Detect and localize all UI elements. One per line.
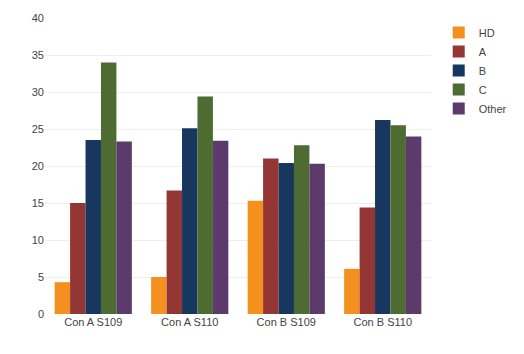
svg-text:30: 30 — [32, 86, 44, 98]
svg-text:10: 10 — [32, 234, 44, 246]
svg-text:Con A S109: Con A S109 — [64, 316, 122, 328]
svg-text:15: 15 — [32, 197, 44, 209]
svg-text:C: C — [479, 84, 487, 96]
svg-text:A: A — [479, 46, 487, 58]
svg-text:Con B S109: Con B S109 — [257, 316, 316, 328]
svg-text:B: B — [479, 65, 486, 77]
svg-text:Con A S110: Con A S110 — [161, 316, 218, 328]
svg-text:0: 0 — [38, 308, 44, 320]
svg-text:35: 35 — [32, 49, 44, 61]
svg-text:20: 20 — [32, 160, 44, 172]
svg-text:25: 25 — [32, 123, 44, 135]
svg-text:Other: Other — [479, 103, 507, 115]
svg-text:HD: HD — [479, 27, 495, 39]
svg-text:40: 40 — [32, 12, 44, 24]
svg-text:5: 5 — [38, 271, 44, 283]
svg-text:Con B S110: Con B S110 — [353, 316, 412, 328]
